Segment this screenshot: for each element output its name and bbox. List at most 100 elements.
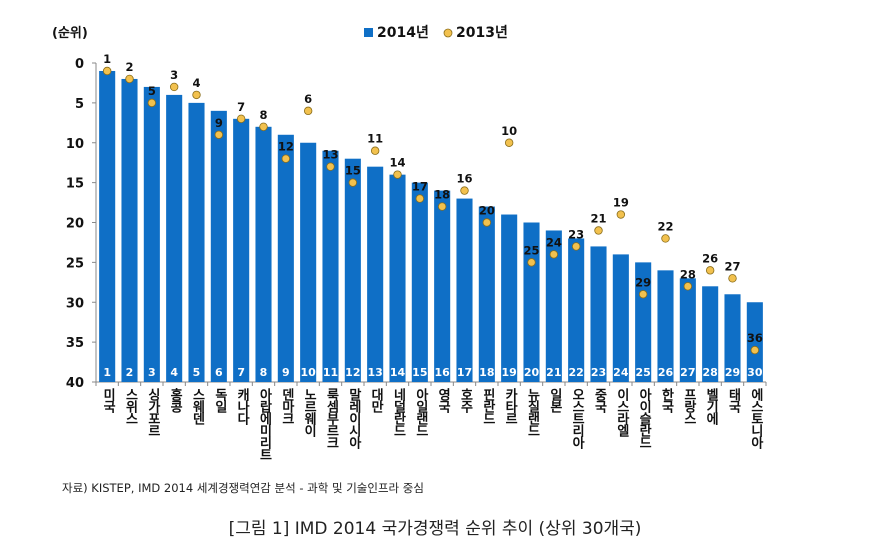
bar-2014 xyxy=(121,78,138,382)
legend-marker-swatch xyxy=(443,28,453,38)
bar-value-label: 13 xyxy=(368,366,383,379)
bar-value-label: 15 xyxy=(412,366,427,379)
marker-2013 xyxy=(303,106,313,116)
x-category-label: 벨기에 xyxy=(703,388,719,424)
x-category-label: 홍콩 xyxy=(167,388,183,412)
bar-2014 xyxy=(746,302,763,382)
marker-value-label: 4 xyxy=(192,76,200,90)
x-category-label: 이스라엘 xyxy=(613,388,629,436)
bar-2014 xyxy=(501,214,518,382)
marker-2013 xyxy=(169,82,179,92)
bar-2014 xyxy=(702,286,719,382)
marker-2013 xyxy=(549,250,559,259)
marker-value-label: 13 xyxy=(322,148,338,162)
bar-value-label: 30 xyxy=(747,366,763,379)
marker-value-label: 18 xyxy=(434,188,450,202)
marker-value-label: 8 xyxy=(259,108,267,122)
marker-2013 xyxy=(147,98,157,108)
marker-2013 xyxy=(437,202,447,211)
bar-2014 xyxy=(612,254,629,382)
x-category-label: 스위스 xyxy=(122,388,138,424)
x-category-label: 한국 xyxy=(658,388,674,412)
marker-value-label: 24 xyxy=(546,235,562,249)
marker-value-label: 9 xyxy=(215,116,223,130)
y-tick-label: 10 xyxy=(66,137,84,152)
marker-value-label: 2 xyxy=(125,60,133,74)
x-category-label: 스웨덴 xyxy=(189,388,205,424)
marker-2013 xyxy=(460,186,469,195)
marker-value-label: 26 xyxy=(702,251,718,265)
bar-2014 xyxy=(277,134,294,382)
marker-2013 xyxy=(616,210,626,219)
bar-2014 xyxy=(255,126,272,382)
x-category-label: 노르웨이 xyxy=(301,388,317,436)
bar-2014 xyxy=(166,94,183,383)
marker-2013 xyxy=(281,154,291,163)
marker-2013 xyxy=(504,138,514,147)
bar-value-label: 4 xyxy=(170,366,178,379)
y-tick-label: 40 xyxy=(66,376,84,391)
bar-value-label: 8 xyxy=(260,366,268,379)
x-category-label: 아랍에미리트 xyxy=(256,388,272,460)
y-tick-label: 30 xyxy=(66,296,84,311)
marker-2013 xyxy=(125,74,134,84)
marker-2013 xyxy=(348,178,358,187)
bar-value-label: 27 xyxy=(680,366,695,379)
x-category-label: 뉴질랜드 xyxy=(524,388,540,436)
x-category-label: 아이슬란드 xyxy=(636,388,652,448)
marker-2013 xyxy=(638,290,648,299)
marker-value-label: 10 xyxy=(501,124,517,138)
marker-2013 xyxy=(661,234,670,243)
marker-value-label: 14 xyxy=(389,156,405,170)
marker-2013 xyxy=(192,90,201,100)
bar-2014 xyxy=(143,86,160,383)
x-category-label: 아일랜드 xyxy=(412,388,428,436)
marker-value-label: 12 xyxy=(278,140,294,154)
marker-value-label: 25 xyxy=(523,243,539,257)
marker-value-label: 1 xyxy=(103,52,111,66)
marker-value-label: 11 xyxy=(367,132,383,146)
marker-2013 xyxy=(594,226,603,235)
marker-2013 xyxy=(728,274,737,283)
x-category-label: 룩셈부르크 xyxy=(323,388,339,448)
bar-value-label: 24 xyxy=(613,366,629,379)
bar-2014 xyxy=(679,278,696,382)
bar-value-label: 17 xyxy=(457,366,472,379)
bar-value-label: 18 xyxy=(479,366,494,379)
bar-2014 xyxy=(322,150,339,382)
bar-value-label: 11 xyxy=(323,366,338,379)
marker-value-label: 36 xyxy=(747,331,763,345)
y-axis-label: (순위) xyxy=(52,26,88,41)
legend-2013: 2013년 xyxy=(456,25,508,41)
x-category-label: 핀란드 xyxy=(479,388,495,424)
marker-2013 xyxy=(415,194,425,203)
x-category-label: 카타르 xyxy=(502,388,518,424)
bar-2014 xyxy=(635,262,652,382)
y-tick-label: 5 xyxy=(75,97,84,112)
legend-bar-swatch xyxy=(364,28,373,37)
marker-2013 xyxy=(750,345,760,355)
bar-value-label: 19 xyxy=(502,366,517,379)
x-category-label: 일본 xyxy=(546,388,562,412)
marker-2013 xyxy=(571,242,581,251)
bar-value-label: 5 xyxy=(193,366,201,379)
marker-2013 xyxy=(102,66,112,76)
marker-2013 xyxy=(236,114,246,124)
bar-value-label: 3 xyxy=(148,366,156,379)
x-category-label: 호주 xyxy=(457,388,473,412)
y-tick-label: 20 xyxy=(66,217,84,232)
bar-2014 xyxy=(545,230,562,382)
marker-value-label: 27 xyxy=(724,259,740,273)
bar-2014 xyxy=(300,142,317,382)
bar-2014 xyxy=(389,174,406,382)
marker-2013 xyxy=(393,170,402,179)
x-category-label: 프랑스 xyxy=(680,388,696,424)
marker-2013 xyxy=(527,258,536,267)
x-category-label: 에스토니아 xyxy=(747,388,763,448)
marker-value-label: 19 xyxy=(613,196,629,210)
bar-value-label: 21 xyxy=(546,366,561,379)
y-tick-label: 25 xyxy=(66,256,84,271)
bar-value-label: 22 xyxy=(569,366,584,379)
bar-value-label: 2 xyxy=(126,366,134,379)
marker-value-label: 22 xyxy=(657,219,673,233)
